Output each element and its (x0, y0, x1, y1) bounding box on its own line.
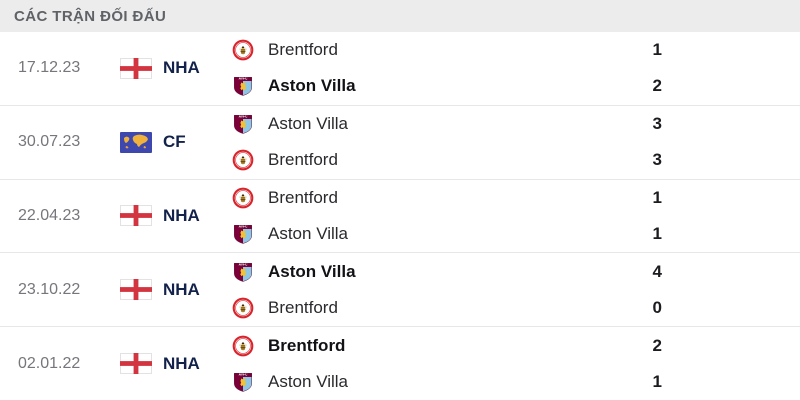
world-map-flag-icon (120, 132, 152, 153)
match-date: 23.10.22 (18, 280, 81, 298)
aston-villa-badge-icon (232, 75, 254, 97)
brentford-badge-icon (232, 149, 254, 171)
teams-cell: Aston Villa 4 Brentford 0 (232, 258, 662, 321)
team-row: Aston Villa 3 (232, 111, 662, 138)
teams-cell: Brentford 1 Aston Villa 2 (232, 37, 662, 100)
team-score: 3 (652, 114, 662, 134)
team-row: Brentford 1 (232, 37, 662, 64)
team-row: Aston Villa 2 (232, 73, 662, 100)
teams-cell: Aston Villa 3 Brentford 3 (232, 111, 662, 174)
match-list: 17.12.23 NHA Brentford 1 Aston Villa 2 (0, 32, 800, 400)
match-row: 17.12.23 NHA Brentford 1 Aston Villa 2 (0, 32, 800, 106)
match-row: 23.10.22 NHA Aston Villa 4 Brentford 0 (0, 253, 800, 328)
competition-code: NHA (163, 205, 200, 225)
team-name: Aston Villa (268, 76, 356, 96)
brentford-badge-icon (232, 39, 254, 61)
team-score: 4 (652, 261, 662, 281)
match-row: 22.04.23 NHA Brentford 1 Aston Villa 1 (0, 180, 800, 254)
match-date: 30.07.23 (18, 133, 81, 151)
team-score: 2 (652, 335, 662, 355)
competition-code: NHA (163, 279, 200, 299)
team-name: Brentford (268, 187, 338, 207)
england-flag-icon (120, 205, 152, 226)
match-date: 02.01.22 (18, 354, 81, 372)
team-row: Aston Villa 1 (232, 368, 662, 395)
team-name: Aston Villa (268, 223, 349, 243)
team-score: 0 (652, 297, 662, 317)
aston-villa-badge-icon (232, 261, 254, 283)
team-name: Aston Villa (268, 371, 349, 391)
aston-villa-badge-icon (232, 371, 254, 393)
competition-cell: NHA (120, 353, 232, 374)
brentford-badge-icon (232, 187, 254, 209)
team-name: Brentford (268, 335, 346, 355)
team-score: 3 (652, 150, 662, 170)
team-row: Brentford 0 (232, 294, 662, 321)
team-name: Brentford (268, 40, 338, 60)
brentford-badge-icon (232, 297, 254, 319)
team-name: Aston Villa (268, 114, 349, 134)
england-flag-icon (120, 279, 152, 300)
england-flag-icon (120, 58, 152, 79)
aston-villa-badge-icon (232, 223, 254, 245)
teams-cell: Brentford 1 Aston Villa 1 (232, 184, 662, 247)
competition-code: NHA (163, 58, 200, 78)
competition-code: CF (163, 132, 186, 152)
team-name: Aston Villa (268, 261, 356, 281)
match-row: 02.01.22 NHA Brentford 2 Aston Villa 1 (0, 327, 800, 400)
competition-cell: NHA (120, 279, 232, 300)
team-name: Brentford (268, 297, 338, 317)
team-score: 2 (652, 76, 662, 96)
teams-cell: Brentford 2 Aston Villa 1 (232, 332, 662, 395)
competition-cell: NHA (120, 205, 232, 226)
match-row: 30.07.23 CF Aston Villa 3 Brentford 3 (0, 106, 800, 180)
team-score: 1 (652, 223, 662, 243)
team-row: Brentford 1 (232, 184, 662, 211)
aston-villa-badge-icon (232, 113, 254, 135)
team-score: 1 (652, 187, 662, 207)
header-bar: CÁC TRẬN ĐỐI ĐẤU (0, 0, 800, 32)
team-score: 1 (652, 371, 662, 391)
team-row: Brentford 2 (232, 332, 662, 359)
match-date: 22.04.23 (18, 206, 81, 224)
team-name: Brentford (268, 150, 338, 170)
england-flag-icon (120, 353, 152, 374)
team-row: Brentford 3 (232, 147, 662, 174)
competition-cell: NHA (120, 58, 232, 79)
page-title: CÁC TRẬN ĐỐI ĐẤU (14, 7, 167, 25)
team-row: Aston Villa 1 (232, 220, 662, 247)
brentford-badge-icon (232, 335, 254, 357)
match-date: 17.12.23 (18, 59, 81, 77)
team-score: 1 (652, 40, 662, 60)
competition-code: NHA (163, 353, 200, 373)
team-row: Aston Villa 4 (232, 258, 662, 285)
competition-cell: CF (120, 132, 232, 153)
